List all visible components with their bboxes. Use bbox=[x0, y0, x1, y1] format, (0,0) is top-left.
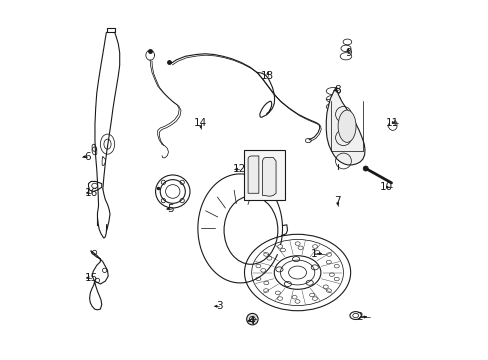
Text: 4: 4 bbox=[248, 316, 254, 325]
Text: 13: 13 bbox=[261, 71, 274, 81]
Ellipse shape bbox=[246, 314, 258, 325]
Ellipse shape bbox=[363, 166, 367, 171]
Text: 14: 14 bbox=[194, 118, 207, 128]
Bar bbox=[244, 149, 285, 200]
Text: 6: 6 bbox=[84, 152, 91, 162]
Text: 1: 1 bbox=[310, 248, 317, 258]
Polygon shape bbox=[247, 156, 258, 193]
Polygon shape bbox=[262, 157, 276, 196]
Text: 10: 10 bbox=[379, 182, 392, 192]
Text: 7: 7 bbox=[334, 196, 340, 206]
Text: 2: 2 bbox=[355, 312, 362, 322]
Ellipse shape bbox=[224, 196, 277, 264]
Text: 9: 9 bbox=[345, 48, 351, 58]
Text: 5: 5 bbox=[167, 204, 174, 214]
Text: 3: 3 bbox=[216, 301, 222, 311]
Text: 16: 16 bbox=[84, 188, 98, 198]
Text: 8: 8 bbox=[334, 85, 340, 95]
Ellipse shape bbox=[337, 110, 355, 142]
Text: 11: 11 bbox=[385, 118, 398, 128]
Text: 12: 12 bbox=[232, 164, 245, 174]
Text: 15: 15 bbox=[84, 273, 98, 283]
Polygon shape bbox=[325, 87, 364, 165]
